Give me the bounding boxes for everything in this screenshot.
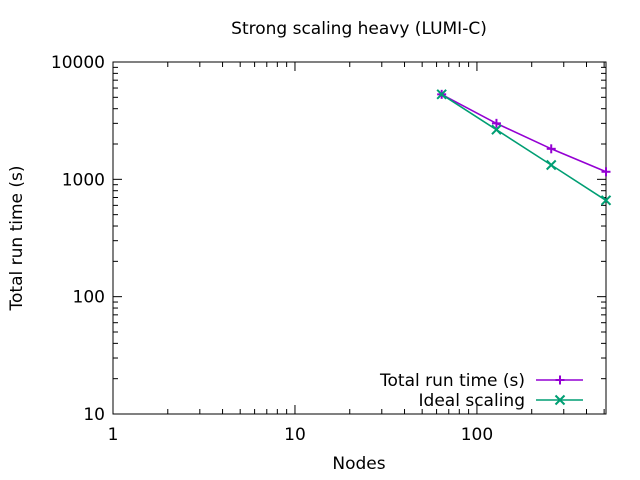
y-tick-label: 100 <box>73 288 105 308</box>
series-group <box>436 89 612 206</box>
legend-marker <box>555 375 565 385</box>
data-point <box>491 124 502 135</box>
cross-marker-b <box>600 195 612 206</box>
series-line <box>441 93 607 173</box>
data-point <box>601 167 611 177</box>
data-point <box>546 144 556 154</box>
cross-marker-b <box>491 124 502 135</box>
data-point <box>600 195 612 206</box>
y-tick-label: 10000 <box>51 53 105 73</box>
x-tick-label: 1 <box>108 425 119 445</box>
y-tick-label: 10 <box>83 405 105 425</box>
legend-label: Total run time (s) <box>379 371 525 391</box>
legend-marker <box>554 394 566 406</box>
series-0 <box>437 89 611 177</box>
legend-entry-0: Total run time (s) <box>379 371 583 391</box>
series-line <box>441 93 607 202</box>
x-tick-label: 100 <box>461 425 493 445</box>
series-1 <box>436 89 612 206</box>
cross-marker-b <box>436 89 447 100</box>
cross-marker-b <box>554 394 566 406</box>
plot-frame <box>112 61 607 415</box>
legend-entry-1: Ideal scaling <box>419 391 583 411</box>
legend: Total run time (s)Ideal scaling <box>379 371 583 411</box>
y-axis-label: Total run time (s) <box>7 166 27 312</box>
data-point <box>491 118 501 128</box>
legend-label: Ideal scaling <box>419 391 525 411</box>
data-point <box>436 89 447 100</box>
chart-title: Strong scaling heavy (LUMI-C) <box>231 19 487 39</box>
x-tick-label: 10 <box>284 425 306 445</box>
x-axis-label: Nodes <box>332 454 385 474</box>
cross-marker-b <box>546 159 557 171</box>
data-point <box>546 159 557 171</box>
y-tick-label: 1000 <box>62 170 105 190</box>
